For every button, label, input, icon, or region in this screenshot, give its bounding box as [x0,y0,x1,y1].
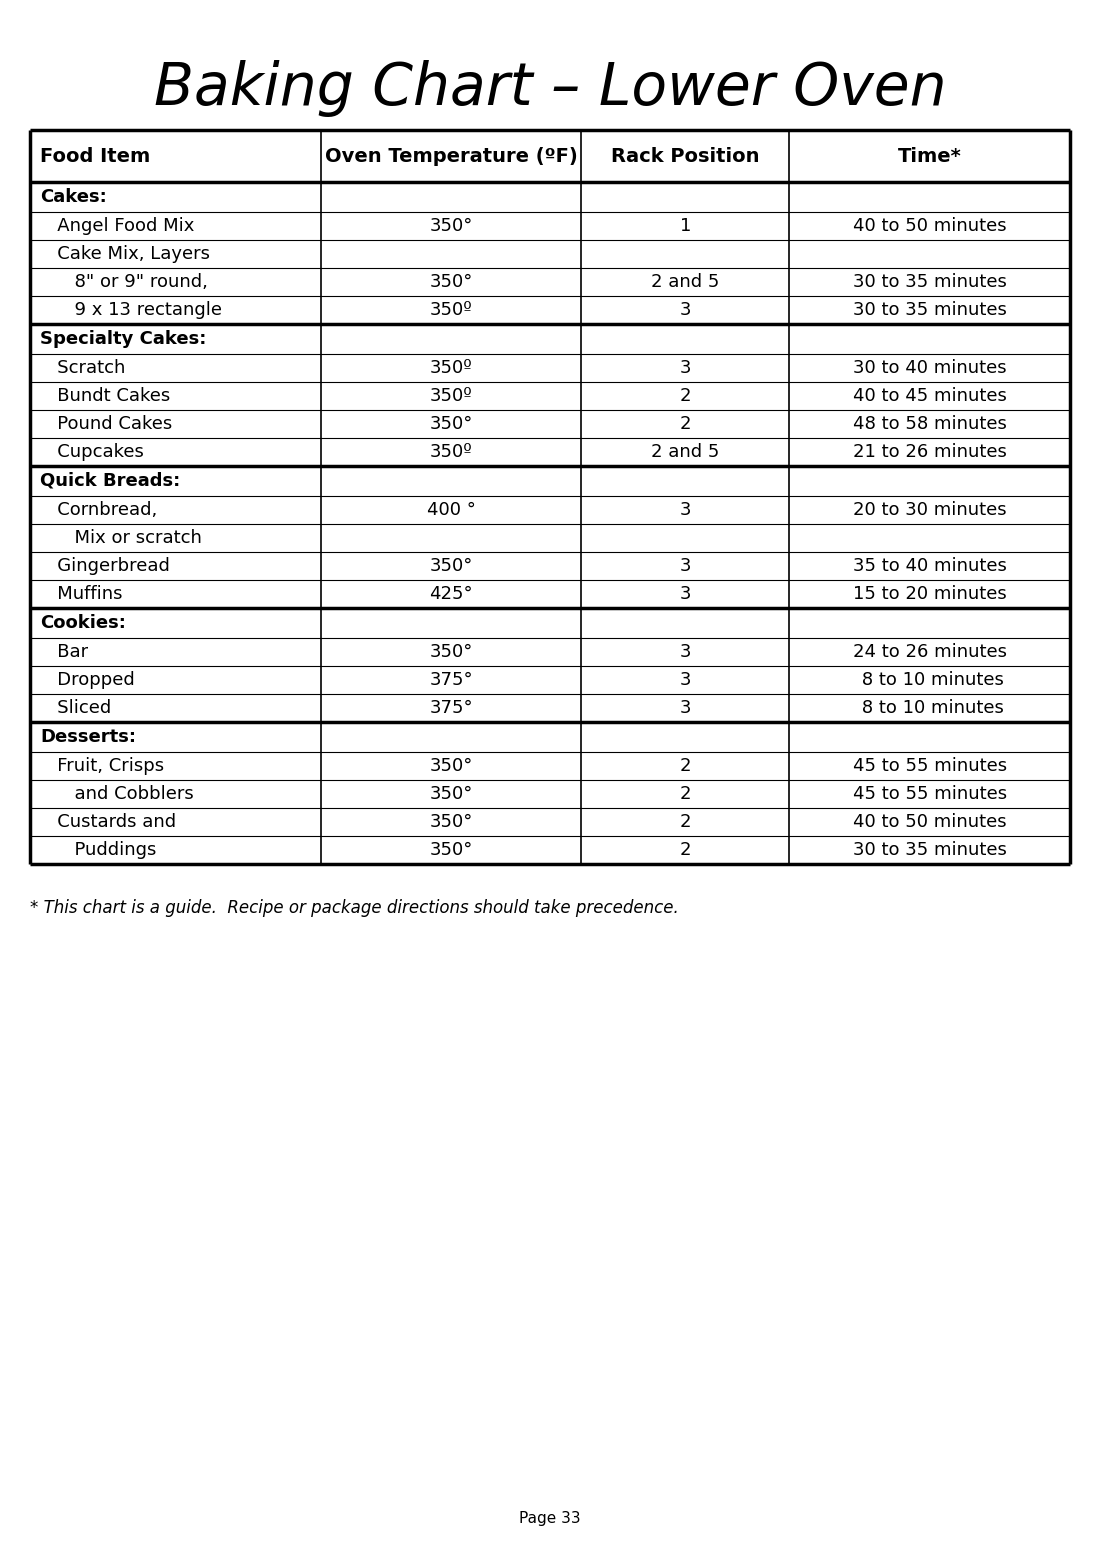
Text: Cakes:: Cakes: [40,189,107,206]
Text: 2: 2 [680,785,691,802]
Text: 3: 3 [680,584,691,603]
Text: 8 to 10 minutes: 8 to 10 minutes [856,699,1003,717]
Text: Cornbread,: Cornbread, [40,501,157,519]
Text: Puddings: Puddings [40,841,156,860]
Text: 375°: 375° [429,699,473,717]
Text: Fruit, Crisps: Fruit, Crisps [40,758,164,775]
Text: 400 °: 400 ° [427,501,475,519]
Text: Bundt Cakes: Bundt Cakes [40,386,170,405]
Text: 30 to 40 minutes: 30 to 40 minutes [852,359,1006,377]
Text: Specialty Cakes:: Specialty Cakes: [40,329,207,348]
Text: 48 to 58 minutes: 48 to 58 minutes [852,414,1006,433]
Text: 2: 2 [680,414,691,433]
Text: 350°: 350° [429,557,473,575]
Text: 2: 2 [680,386,691,405]
Text: 2 and 5: 2 and 5 [651,274,719,291]
Text: Oven Temperature (ºF): Oven Temperature (ºF) [324,147,578,165]
Text: Angel Food Mix: Angel Food Mix [40,216,195,235]
Text: Custards and: Custards and [40,813,176,832]
Text: 9 x 13 rectangle: 9 x 13 rectangle [40,301,222,318]
Text: Quick Breads:: Quick Breads: [40,472,180,490]
Text: 350º: 350º [430,359,473,377]
Text: 350°: 350° [429,841,473,860]
Text: 350º: 350º [430,444,473,461]
Text: Mix or scratch: Mix or scratch [40,529,202,547]
Text: 2: 2 [680,758,691,775]
Text: 35 to 40 minutes: 35 to 40 minutes [852,557,1006,575]
Text: Desserts:: Desserts: [40,728,136,747]
Text: Cookies:: Cookies: [40,614,125,632]
Text: 45 to 55 minutes: 45 to 55 minutes [852,758,1006,775]
Text: 24 to 26 minutes: 24 to 26 minutes [852,643,1006,662]
Text: 2: 2 [680,813,691,832]
Text: 350°: 350° [429,414,473,433]
Text: 425°: 425° [429,584,473,603]
Text: 45 to 55 minutes: 45 to 55 minutes [852,785,1006,802]
Text: Muffins: Muffins [40,584,122,603]
Text: 350°: 350° [429,216,473,235]
Text: Rack Position: Rack Position [610,147,759,165]
Text: 3: 3 [680,671,691,690]
Text: 21 to 26 minutes: 21 to 26 minutes [852,444,1006,461]
Text: 8" or 9" round,: 8" or 9" round, [40,274,208,291]
Text: 2 and 5: 2 and 5 [651,444,719,461]
Text: 350°: 350° [429,274,473,291]
Text: Cake Mix, Layers: Cake Mix, Layers [40,244,210,263]
Text: 350°: 350° [429,785,473,802]
Text: Cupcakes: Cupcakes [40,444,144,461]
Text: 350º: 350º [430,386,473,405]
Text: 3: 3 [680,501,691,519]
Text: 40 to 45 minutes: 40 to 45 minutes [852,386,1006,405]
Text: 3: 3 [680,643,691,662]
Text: 3: 3 [680,301,691,318]
Text: 350°: 350° [429,813,473,832]
Text: 8 to 10 minutes: 8 to 10 minutes [856,671,1003,690]
Text: Gingerbread: Gingerbread [40,557,169,575]
Text: 375°: 375° [429,671,473,690]
Text: and Cobblers: and Cobblers [40,785,194,802]
Text: Food Item: Food Item [40,147,151,165]
Text: 3: 3 [680,359,691,377]
Text: Pound Cakes: Pound Cakes [40,414,173,433]
Text: 350°: 350° [429,643,473,662]
Text: 30 to 35 minutes: 30 to 35 minutes [852,274,1006,291]
Text: 30 to 35 minutes: 30 to 35 minutes [852,841,1006,860]
Text: 20 to 30 minutes: 20 to 30 minutes [852,501,1006,519]
Text: 350º: 350º [430,301,473,318]
Text: 350°: 350° [429,758,473,775]
Text: Dropped: Dropped [40,671,134,690]
Text: * This chart is a guide.  Recipe or package directions should take precedence.: * This chart is a guide. Recipe or packa… [30,900,679,917]
Text: 1: 1 [680,216,691,235]
Text: 15 to 20 minutes: 15 to 20 minutes [852,584,1006,603]
Text: 3: 3 [680,557,691,575]
Text: Time*: Time* [898,147,961,165]
Text: Scratch: Scratch [40,359,125,377]
Text: Page 33: Page 33 [519,1510,581,1526]
Text: 40 to 50 minutes: 40 to 50 minutes [852,216,1006,235]
Text: Baking Chart – Lower Oven: Baking Chart – Lower Oven [154,60,946,117]
Text: 3: 3 [680,699,691,717]
Text: Sliced: Sliced [40,699,111,717]
Text: 2: 2 [680,841,691,860]
Text: 30 to 35 minutes: 30 to 35 minutes [852,301,1006,318]
Text: Bar: Bar [40,643,88,662]
Text: 40 to 50 minutes: 40 to 50 minutes [852,813,1006,832]
